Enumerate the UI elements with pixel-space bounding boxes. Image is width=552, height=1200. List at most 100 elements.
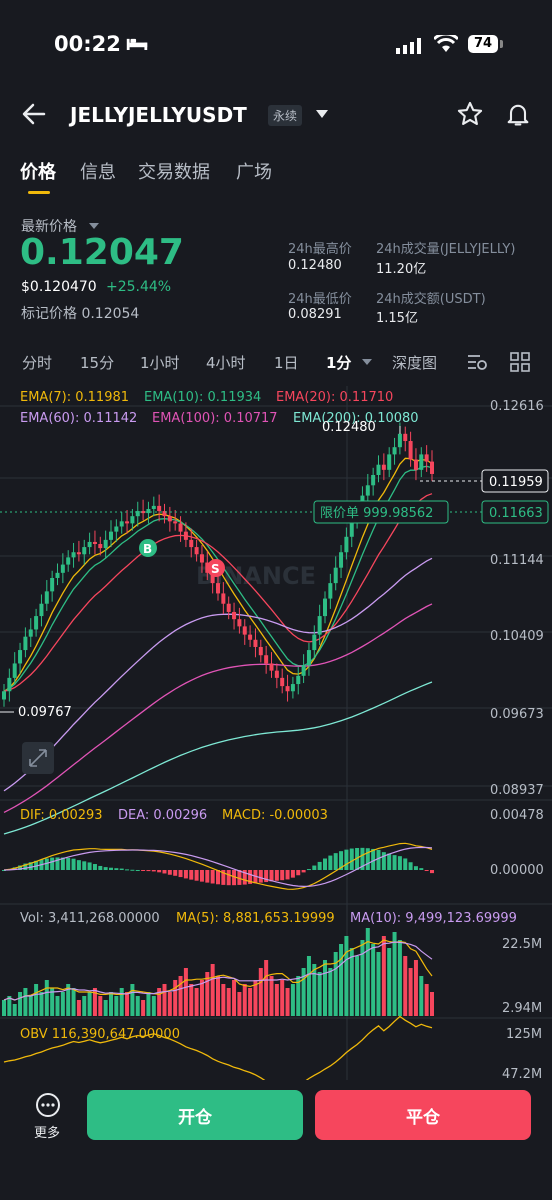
- volume-bar: [23, 988, 28, 1016]
- price-type-caret-icon[interactable]: [89, 223, 99, 229]
- macd-bar: [71, 858, 76, 870]
- candle-body: [210, 572, 215, 584]
- tab-trading-data[interactable]: 交易数据: [138, 162, 210, 183]
- volume-bar: [162, 984, 167, 1016]
- macd-bar: [274, 870, 279, 881]
- ema-line: [3, 557, 433, 792]
- interval-1h[interactable]: 1小时: [140, 354, 180, 372]
- macd-histogram: [2, 842, 434, 890]
- interval-15m[interactable]: 15分: [80, 354, 115, 372]
- y-tick-label: 0.11144: [490, 553, 544, 568]
- buy-marker[interactable]: [139, 539, 157, 557]
- ema-line: [3, 681, 433, 835]
- chart-grid: [0, 386, 552, 1080]
- price-change-percent: +25.44%: [106, 279, 172, 295]
- obv-line: [3, 1015, 433, 1080]
- interval-depth[interactable]: 深度图: [392, 354, 438, 372]
- volume-bar: [210, 964, 215, 1016]
- candle-body: [162, 511, 167, 517]
- low-24h-label: 24h最低价: [288, 292, 352, 307]
- interval-caret-icon[interactable]: [362, 359, 372, 365]
- macd-bar: [269, 870, 274, 882]
- candle-body: [109, 531, 113, 540]
- macd-tick-label: 0.00478: [490, 808, 544, 823]
- more-label[interactable]: 更多: [34, 1126, 61, 1141]
- macd-line: [3, 842, 433, 890]
- back-arrow-icon[interactable]: [20, 100, 48, 128]
- volume-bar: [269, 976, 274, 1016]
- volume-bar: [109, 992, 113, 1016]
- volume-bar: [183, 968, 188, 1016]
- indicator-settings-icon[interactable]: [466, 352, 488, 372]
- candle-body: [317, 616, 322, 635]
- close-position-button[interactable]: 平仓: [315, 1090, 531, 1140]
- macd-bar: [258, 870, 263, 883]
- candle-body: [381, 464, 386, 470]
- volume-bar: [178, 976, 183, 1016]
- pair-dropdown-caret-icon[interactable]: [316, 110, 328, 118]
- ema200-legend: EMA(200): 0.10080: [293, 411, 419, 426]
- perpetual-badge: 永续: [268, 105, 303, 126]
- volume-bar: [306, 956, 311, 1016]
- macd-bar: [18, 865, 23, 870]
- high-24h-value: 0.12480: [288, 258, 342, 273]
- volume-bar: [167, 992, 172, 1016]
- candle-body: [173, 521, 178, 524]
- candle-body: [248, 634, 253, 640]
- open-position-button[interactable]: 开仓: [87, 1090, 303, 1140]
- candle-body: [50, 577, 55, 592]
- candle-body: [232, 611, 237, 620]
- notification-bell-icon[interactable]: [504, 100, 532, 128]
- candle-body: [280, 677, 285, 687]
- macd-bar: [82, 861, 87, 870]
- macd-bar: [189, 870, 194, 880]
- volume-bar: [173, 980, 178, 1016]
- more-icon[interactable]: [36, 1093, 60, 1117]
- sell-marker[interactable]: [207, 559, 225, 577]
- last-price-label[interactable]: 最新价格: [21, 219, 77, 235]
- expand-chart-icon[interactable]: [22, 742, 54, 774]
- macd-dea-legend: DEA: 0.00296: [118, 808, 207, 823]
- tab-square[interactable]: 广场: [236, 162, 272, 183]
- trading-pair-title[interactable]: JELLYJELLYUSDT: [70, 103, 247, 127]
- candle-body: [18, 650, 23, 664]
- volume-bar: [360, 940, 365, 1016]
- candle-body: [98, 543, 103, 549]
- macd-bar: [376, 849, 381, 870]
- candle-body: [392, 447, 397, 455]
- battery-icon: 74: [468, 35, 498, 53]
- candle-body: [397, 433, 402, 448]
- macd-bar: [178, 870, 183, 878]
- candle-body: [408, 441, 413, 460]
- favorite-star-icon[interactable]: [456, 100, 484, 128]
- interval-4h[interactable]: 4小时: [206, 354, 246, 372]
- candle-body: [178, 523, 183, 532]
- layout-grid-icon[interactable]: [510, 352, 530, 372]
- kline-chart[interactable]: EMA(7): 0.11981 EMA(10): 0.11934 EMA(20)…: [0, 386, 552, 1080]
- volume-bar: [301, 968, 306, 1016]
- turnover-24h-value: 1.15亿: [376, 311, 418, 326]
- limit-order-tag[interactable]: [313, 500, 449, 524]
- macd-bar: [141, 870, 146, 871]
- macd-bar: [264, 870, 269, 883]
- volume-bar: [114, 996, 119, 1016]
- vol-tick-label: 22.5M: [502, 937, 542, 952]
- interval-1m[interactable]: 1分: [326, 354, 352, 372]
- interval-timeline[interactable]: 分时: [22, 354, 53, 372]
- low-24h-value: 0.08291: [288, 307, 342, 322]
- macd-bar: [135, 869, 140, 871]
- candle-body: [34, 616, 39, 630]
- tab-price[interactable]: 价格: [20, 162, 56, 183]
- volume-bar: [130, 984, 135, 1016]
- tab-info[interactable]: 信息: [80, 162, 116, 183]
- macd-bar: [2, 870, 6, 871]
- volume-ma-line: [3, 939, 433, 1001]
- volume-bar: [419, 976, 424, 1016]
- macd-bar: [109, 867, 113, 870]
- interval-1d[interactable]: 1日: [274, 354, 299, 372]
- macd-bar: [290, 870, 295, 878]
- volume-bar: [333, 952, 338, 1016]
- macd-bar: [424, 870, 429, 871]
- macd-line: [3, 846, 433, 888]
- vol-ma10-legend: MA(10): 9,499,123.69999: [350, 911, 517, 926]
